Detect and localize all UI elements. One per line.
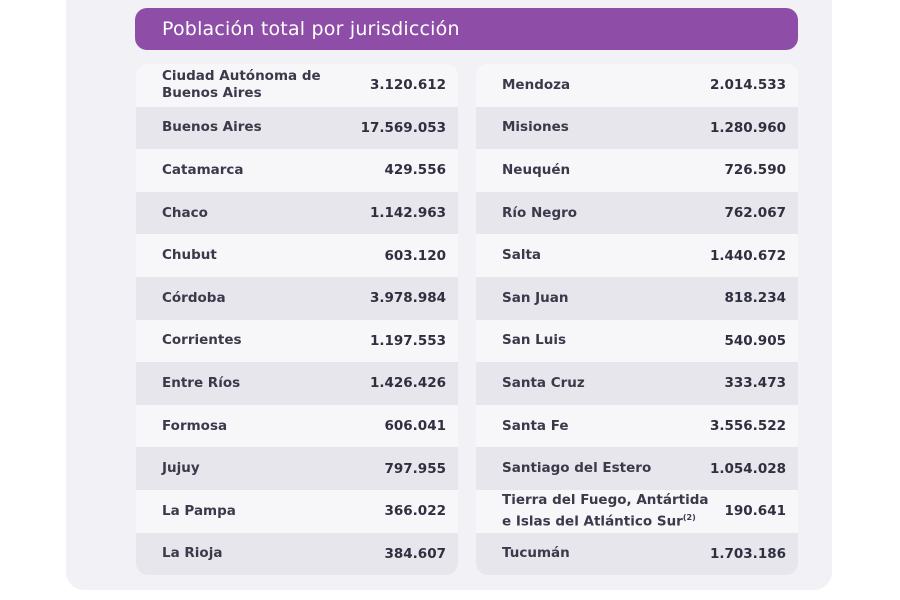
population-value: 366.022 [384, 503, 447, 520]
jurisdiction-name: La Pampa [162, 502, 236, 519]
population-value: 540.905 [724, 332, 787, 349]
jurisdiction-name: San Juan [502, 289, 569, 306]
population-value: 797.955 [384, 460, 447, 477]
jurisdiction-name: Chaco [162, 204, 208, 221]
jurisdiction-name: Misiones [502, 119, 569, 136]
jurisdiction-name: Tucumán [502, 545, 570, 562]
table-row: Catamarca 429.556 [136, 149, 458, 192]
jurisdiction-name: Neuquén [502, 161, 571, 178]
table-row: Buenos Aires 17.569.053 [136, 106, 458, 150]
table-row: Ciudad Autónoma de Buenos Aires 3.120.612 [136, 64, 458, 107]
table-row: La Rioja 384.607 [136, 532, 458, 576]
jurisdiction-name: Catamarca [162, 161, 244, 178]
jurisdiction-name: Río Negro [502, 204, 578, 221]
population-value: 3.556.522 [709, 418, 786, 435]
population-value: 726.590 [724, 162, 787, 179]
population-value: 762.067 [724, 205, 787, 222]
jurisdiction-name: Mendoza [502, 76, 571, 93]
table-row: Tucumán 1.703.186 [476, 532, 798, 576]
jurisdiction-name: Jujuy [162, 460, 200, 477]
population-value: 2.014.533 [709, 77, 786, 94]
population-value: 384.607 [384, 545, 447, 562]
population-value: 1.280.960 [709, 119, 786, 136]
table-row: La Pampa 366.022 [136, 489, 458, 533]
jurisdiction-name-text: Tierra del Fuego, Antártida e Islas del … [502, 491, 709, 530]
population-value: 1.197.553 [369, 332, 446, 349]
table-row: Córdoba 3.978.984 [136, 276, 458, 320]
table-row: Chubut 603.120 [136, 234, 458, 277]
table-row: Salta 1.440.672 [476, 234, 798, 277]
population-value: 1.440.672 [709, 247, 786, 264]
jurisdiction-name: Corrientes [162, 332, 242, 349]
population-value: 818.234 [724, 290, 787, 307]
table-row: Misiones 1.280.960 [476, 106, 798, 150]
population-value: 3.978.984 [369, 290, 446, 307]
table-row: Entre Ríos 1.426.426 [136, 362, 458, 405]
population-value: 333.473 [724, 375, 787, 392]
page-title: Población total por jurisdicción [135, 8, 798, 50]
jurisdiction-name: Tierra del Fuego, Antártida e Islas del … [502, 492, 712, 531]
population-value: 17.569.053 [360, 119, 446, 136]
jurisdiction-name: Entre Ríos [162, 374, 241, 391]
table-row: Chaco 1.142.963 [136, 191, 458, 235]
population-value: 1.054.028 [709, 460, 786, 477]
population-value: 606.041 [384, 418, 447, 435]
table-row: Santiago del Estero 1.054.028 [476, 447, 798, 490]
table-row: Jujuy 797.955 [136, 447, 458, 490]
table-row: Río Negro 762.067 [476, 191, 798, 235]
jurisdiction-name: Buenos Aires [162, 119, 262, 136]
table-row: Mendoza 2.014.533 [476, 64, 798, 107]
jurisdiction-name: Formosa [162, 417, 228, 434]
population-value: 190.641 [724, 503, 787, 520]
jurisdiction-name: La Rioja [162, 545, 223, 562]
population-value: 3.120.612 [369, 77, 446, 94]
population-value: 429.556 [384, 162, 447, 179]
table-row: San Luis 540.905 [476, 319, 798, 363]
left-population-table: Ciudad Autónoma de Buenos Aires 3.120.612… [136, 64, 458, 576]
jurisdiction-name: San Luis [502, 332, 567, 349]
table-row: San Juan 818.234 [476, 276, 798, 320]
right-population-table: Mendoza 2.014.533 Misiones 1.280.960 Neuqu… [476, 64, 798, 576]
population-value: 1.142.963 [369, 205, 446, 222]
footnote-marker: (2) [682, 512, 696, 522]
table-row: Neuquén 726.590 [476, 149, 798, 192]
table-row: Tierra del Fuego, Antártida e Islas del … [476, 489, 798, 533]
jurisdiction-name: Chubut [162, 247, 217, 264]
jurisdiction-name: Ciudad Autónoma de Buenos Aires [162, 68, 321, 102]
jurisdiction-name: Santa Cruz [502, 374, 585, 391]
table-row: Corrientes 1.197.553 [136, 319, 458, 363]
population-value: 1.703.186 [709, 545, 786, 562]
jurisdiction-name: Salta [502, 247, 542, 264]
population-value: 603.120 [384, 247, 447, 264]
table-row: Santa Fe 3.556.522 [476, 404, 798, 448]
population-value: 1.426.426 [369, 375, 446, 392]
table-row: Formosa 606.041 [136, 404, 458, 448]
table-row: Santa Cruz 333.473 [476, 362, 798, 405]
jurisdiction-name: Santiago del Estero [502, 460, 652, 477]
jurisdiction-name: Santa Fe [502, 417, 569, 434]
jurisdiction-name: Córdoba [162, 289, 226, 306]
